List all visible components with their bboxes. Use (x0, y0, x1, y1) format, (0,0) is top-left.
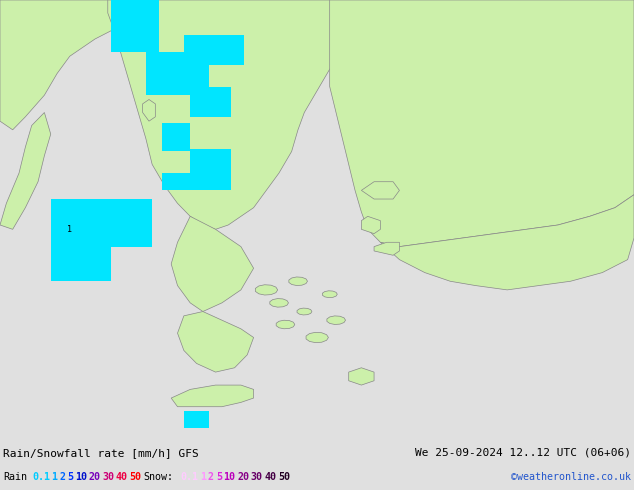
Bar (162, 173, 231, 191)
Text: 5: 5 (67, 472, 73, 482)
Bar (51, 199, 152, 246)
Polygon shape (322, 291, 337, 297)
Polygon shape (380, 195, 634, 290)
Polygon shape (306, 332, 328, 343)
Text: 5: 5 (216, 472, 222, 482)
Text: 30: 30 (102, 472, 114, 482)
Text: 20: 20 (237, 472, 249, 482)
Text: Snow:: Snow: (144, 472, 174, 482)
Bar (184, 411, 209, 428)
Bar (184, 35, 244, 65)
Polygon shape (171, 216, 254, 312)
Text: 1: 1 (51, 472, 58, 482)
Text: 2: 2 (208, 472, 214, 482)
Polygon shape (0, 113, 51, 229)
Polygon shape (270, 298, 288, 307)
Text: 40: 40 (264, 472, 276, 482)
Bar (190, 87, 231, 117)
Text: 50: 50 (129, 472, 141, 482)
Polygon shape (143, 99, 155, 121)
Text: 30: 30 (251, 472, 263, 482)
Polygon shape (276, 320, 295, 329)
Polygon shape (374, 242, 399, 255)
Bar (162, 123, 190, 151)
Bar (146, 52, 187, 74)
Polygon shape (330, 0, 634, 246)
Polygon shape (178, 312, 254, 372)
Text: 0.1: 0.1 (32, 472, 50, 482)
Text: 20: 20 (88, 472, 100, 482)
Polygon shape (289, 277, 307, 286)
Polygon shape (297, 308, 312, 315)
Text: 50: 50 (278, 472, 290, 482)
Text: Rain: Rain (3, 472, 27, 482)
Text: 2: 2 (59, 472, 65, 482)
Text: ©weatheronline.co.uk: ©weatheronline.co.uk (511, 472, 631, 482)
Bar (146, 52, 209, 95)
Bar (111, 0, 158, 52)
Text: 1: 1 (200, 472, 206, 482)
Text: 10: 10 (224, 472, 236, 482)
Polygon shape (108, 0, 393, 229)
Polygon shape (0, 0, 139, 130)
Text: 10: 10 (75, 472, 87, 482)
Bar (190, 149, 231, 175)
Text: 1: 1 (67, 225, 72, 234)
Text: We 25-09-2024 12..12 UTC (06+06): We 25-09-2024 12..12 UTC (06+06) (415, 448, 631, 458)
Polygon shape (361, 216, 380, 234)
Text: Rain/Snowfall rate [mm/h] GFS: Rain/Snowfall rate [mm/h] GFS (3, 448, 198, 458)
Bar (51, 246, 111, 281)
Polygon shape (171, 385, 254, 407)
Text: 0.1: 0.1 (181, 472, 199, 482)
Polygon shape (327, 316, 346, 324)
Polygon shape (349, 368, 374, 385)
Text: 40: 40 (115, 472, 127, 482)
Polygon shape (256, 285, 278, 295)
Polygon shape (361, 182, 399, 199)
